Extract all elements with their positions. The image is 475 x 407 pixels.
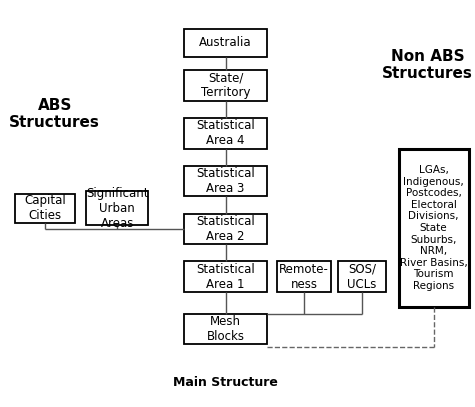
Text: Australia: Australia bbox=[200, 36, 252, 49]
FancyBboxPatch shape bbox=[184, 261, 267, 292]
FancyBboxPatch shape bbox=[15, 194, 75, 223]
Text: Statistical
Area 4: Statistical Area 4 bbox=[196, 120, 255, 147]
FancyBboxPatch shape bbox=[184, 166, 267, 196]
FancyBboxPatch shape bbox=[184, 313, 267, 344]
FancyBboxPatch shape bbox=[184, 118, 267, 149]
Text: Statistical
Area 1: Statistical Area 1 bbox=[196, 263, 255, 291]
Text: Capital
Cities: Capital Cities bbox=[24, 195, 66, 222]
FancyBboxPatch shape bbox=[276, 261, 332, 292]
FancyBboxPatch shape bbox=[184, 214, 267, 244]
FancyBboxPatch shape bbox=[184, 70, 267, 101]
Text: Main Structure: Main Structure bbox=[173, 376, 278, 389]
Text: State/
Territory: State/ Territory bbox=[201, 72, 250, 99]
Text: Mesh
Blocks: Mesh Blocks bbox=[207, 315, 245, 343]
FancyBboxPatch shape bbox=[86, 192, 148, 225]
FancyBboxPatch shape bbox=[338, 261, 386, 292]
Text: Significant
Urban
Areas: Significant Urban Areas bbox=[86, 187, 149, 230]
Text: Statistical
Area 3: Statistical Area 3 bbox=[196, 167, 255, 195]
Text: LGAs,
Indigenous,
Postcodes,
Electoral
Divisions,
State
Suburbs,
NRM,
River Basi: LGAs, Indigenous, Postcodes, Electoral D… bbox=[400, 165, 467, 291]
FancyBboxPatch shape bbox=[399, 149, 469, 307]
FancyBboxPatch shape bbox=[184, 29, 267, 57]
Text: SOS/
UCLs: SOS/ UCLs bbox=[347, 263, 377, 291]
Text: Statistical
Area 2: Statistical Area 2 bbox=[196, 215, 255, 243]
Text: Non ABS
Structures: Non ABS Structures bbox=[382, 49, 473, 81]
Text: ABS
Structures: ABS Structures bbox=[9, 98, 100, 130]
Text: Remote-
ness: Remote- ness bbox=[279, 263, 329, 291]
